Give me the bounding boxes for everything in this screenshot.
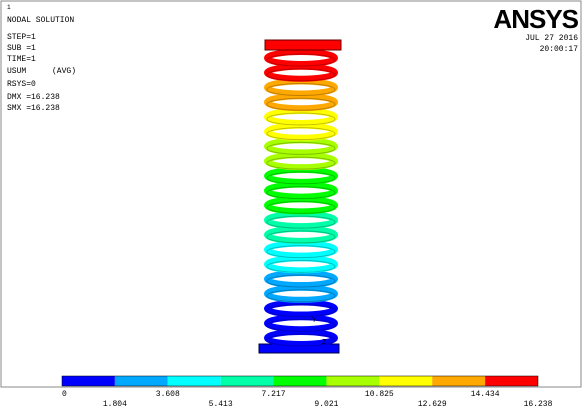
clock: 20:00:17 xyxy=(540,45,579,54)
legend-label: 3.608 xyxy=(156,390,180,399)
step: STEP=1 xyxy=(7,33,36,42)
avg: (AVG) xyxy=(52,67,76,76)
smx: SMX =16.238 xyxy=(7,104,60,113)
legend-band xyxy=(62,376,115,386)
legend-band xyxy=(221,376,274,386)
date: JUL 27 2016 xyxy=(525,34,578,43)
legend-label: 10.825 xyxy=(365,390,394,399)
rsys: RSYS=0 xyxy=(7,80,36,89)
item: USUM xyxy=(7,67,26,76)
viewport-number: 1 xyxy=(7,4,11,11)
legend-label: 14.434 xyxy=(471,390,500,399)
ansys-logo: ANSYS xyxy=(493,4,578,34)
legend-band xyxy=(274,376,327,386)
legend-label: 12.629 xyxy=(418,400,447,409)
legend-label: 5.413 xyxy=(209,400,233,409)
contour-legend: 0 1.804 3.608 5.413 7.217 9.021 10.825 12.629 14… xyxy=(62,376,553,409)
dmx: DMX =16.238 xyxy=(7,93,60,102)
legend-band xyxy=(115,376,168,386)
legend-band xyxy=(379,376,432,386)
sub: SUB =1 xyxy=(7,44,36,53)
legend-label: 7.217 xyxy=(262,390,286,399)
time: TIME=1 xyxy=(7,55,36,64)
title: NODAL SOLUTION xyxy=(7,16,74,25)
legend-label: 1.804 xyxy=(103,400,127,409)
triad-z: Z xyxy=(322,339,326,347)
legend-band xyxy=(432,376,485,386)
legend-band xyxy=(168,376,221,386)
ansys-window: 1 NODAL SOLUTION STEP=1 SUB =1 TIME=1 US… xyxy=(0,0,584,414)
legend-band xyxy=(326,376,379,386)
spring-cap-top xyxy=(265,40,341,50)
legend-label: 16.238 xyxy=(524,400,553,409)
legend-label: 0 xyxy=(62,390,67,399)
legend-band xyxy=(485,376,538,386)
legend-label: 9.021 xyxy=(314,400,338,409)
